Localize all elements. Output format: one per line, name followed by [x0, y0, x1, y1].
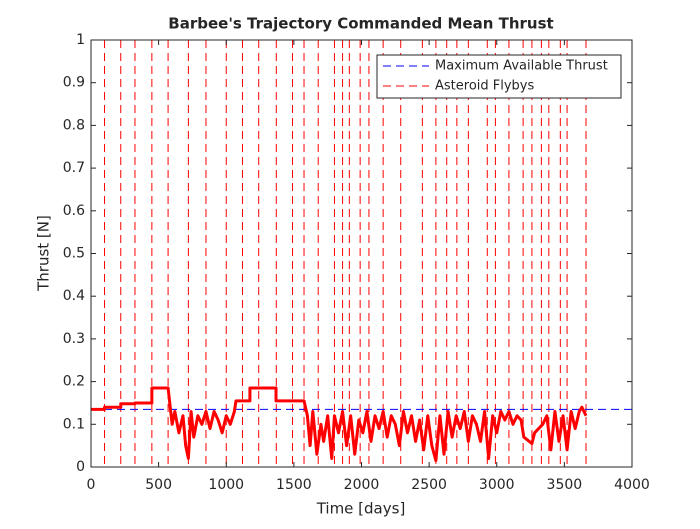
y-tick-label: 1	[76, 32, 85, 48]
y-tick-label: 0.6	[63, 203, 85, 219]
x-tick-label: 4000	[614, 477, 650, 493]
y-tick-label: 0.7	[63, 160, 85, 176]
x-tick-label: 2500	[411, 477, 447, 493]
y-tick-label: 0.3	[63, 331, 85, 347]
y-tick-label: 0.1	[63, 416, 85, 432]
thrust-line	[91, 386, 588, 463]
y-tick-label: 0	[76, 459, 85, 475]
plot-area	[91, 40, 632, 467]
x-tick-label: 3500	[547, 477, 583, 493]
y-axis-label: Thrust [N]	[35, 215, 53, 292]
legend-label: Maximum Available Thrust	[435, 59, 608, 74]
y-tick-label: 0.8	[63, 117, 85, 133]
x-tick-label: 1000	[208, 477, 244, 493]
y-tick-label: 0.9	[63, 75, 85, 91]
legend-label: Asteroid Flybys	[435, 79, 534, 94]
x-axis-label: Time [days]	[316, 500, 406, 518]
x-tick-label: 500	[145, 477, 172, 493]
legend-box	[376, 54, 622, 99]
x-tick-label: 1500	[276, 477, 312, 493]
x-tick-label: 2000	[344, 477, 380, 493]
x-tick-label: 3000	[479, 477, 515, 493]
x-tick-label: 0	[87, 477, 96, 493]
y-tick-label: 0.2	[63, 374, 85, 390]
chart-title: Barbee's Trajectory Commanded Mean Thrus…	[168, 15, 553, 33]
y-tick-label: 0.4	[63, 288, 85, 304]
y-tick-label: 0.5	[63, 246, 85, 262]
